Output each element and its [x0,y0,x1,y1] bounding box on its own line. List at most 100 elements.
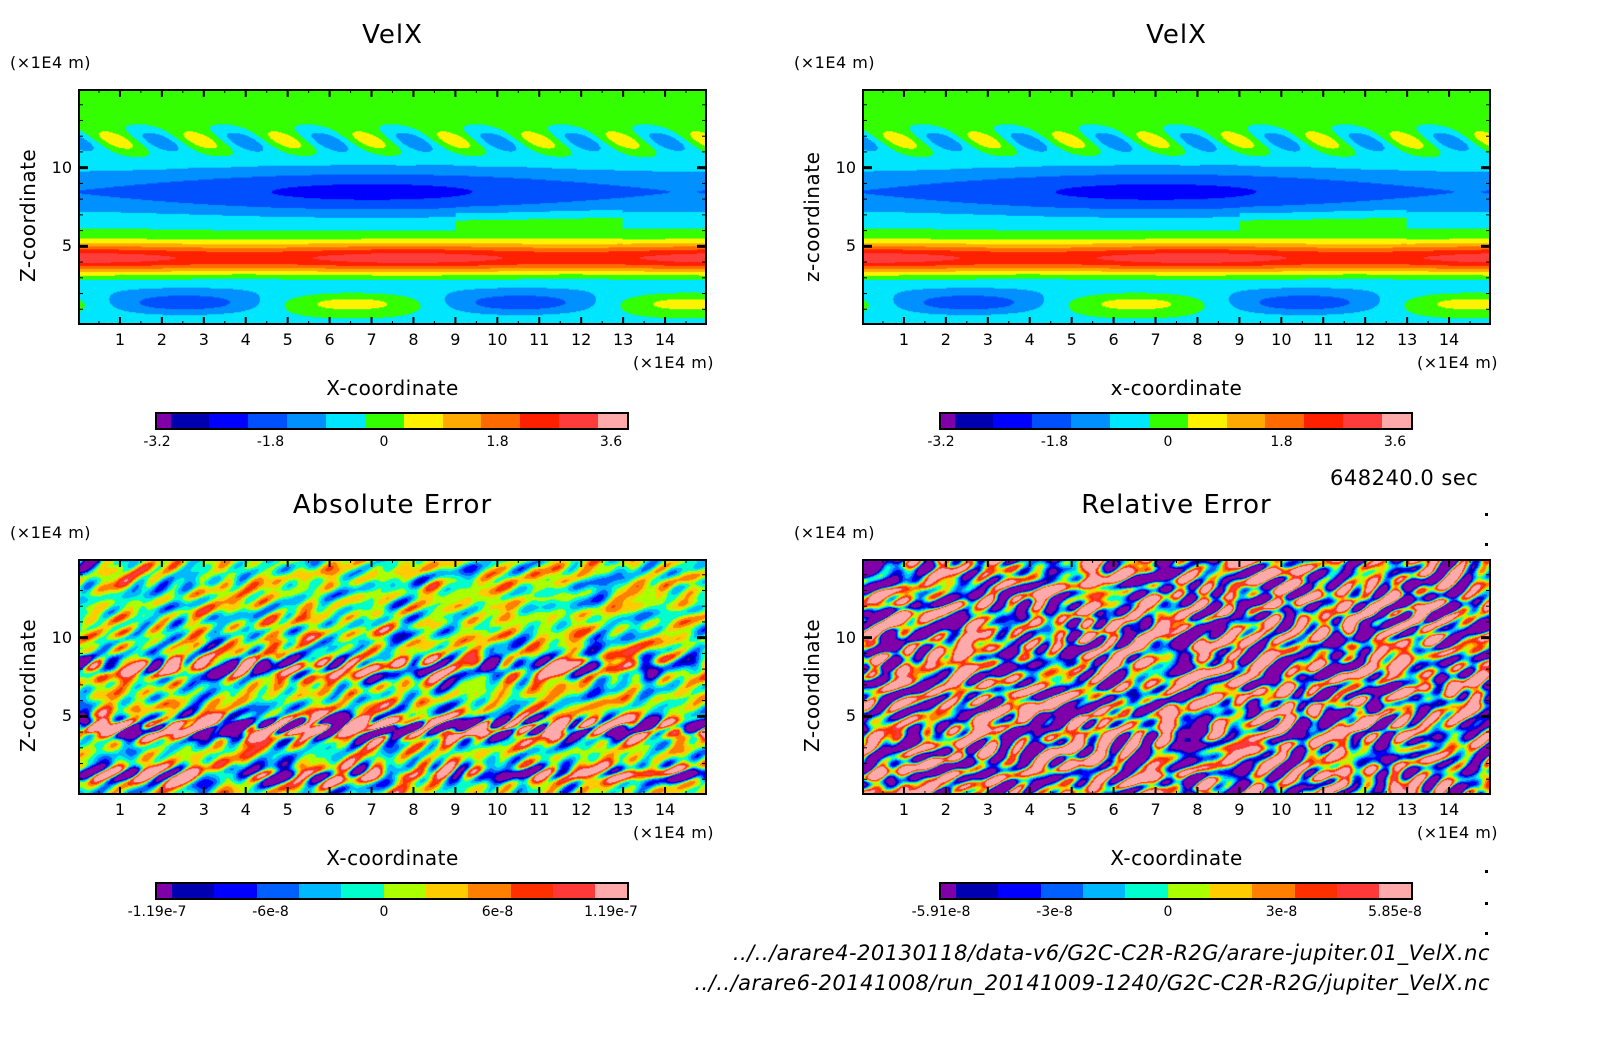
colorbar-swatch [248,414,288,428]
x-tick-label: 4 [240,800,251,819]
colorbar-tick-label: 0 [1163,434,1173,450]
x-tick-label: 7 [366,330,377,349]
colorbar [155,882,629,900]
x-axis-unit: (×1E4 m) [633,353,715,372]
x-tick-label: 3 [198,800,209,819]
x-tick-label: 7 [1150,800,1161,819]
x-tick-label: 12 [1355,800,1376,819]
colorbar-tick-label: 5.85e-8 [1368,904,1422,920]
heatmap-field [864,91,1489,323]
y-axis-unit: (×1E4 m) [794,53,876,72]
colorbar-swatch [1082,884,1126,898]
x-axis-label: X-coordinate [326,846,459,870]
colorbar-tick-label: -6e-8 [252,904,289,920]
panel-absolute-error: Absolute Error (×1E4 m) Z-coordinate 1 2 3 4 5 6… [0,470,784,940]
colorbar-tick-label: 3.6 [1383,434,1407,450]
colorbar-tick-label: -3e-8 [1036,904,1073,920]
colorbar-swatch [595,884,627,898]
chart-title: Relative Error [1081,490,1272,520]
colorbar-swatch [1187,414,1227,428]
x-tick-label: 14 [654,330,676,349]
colorbar-swatch [1336,884,1380,898]
time-label: 648240.0 sec [1330,466,1479,490]
colorbar-tick-label: -1.8 [1040,434,1069,450]
x-tick-label: 12 [1355,330,1376,349]
colorbar-tick-label: 6e-8 [481,904,514,920]
colorbar-swatch [209,414,249,428]
x-tick-label: 10 [487,330,508,349]
colorbar-swatch [1148,414,1188,428]
x-tick-label: 3 [982,800,993,819]
x-tick-label: 11 [1313,800,1334,819]
colorbar-tick-label: -1.8 [256,434,285,450]
x-axis-label: X-coordinate [326,376,459,400]
panel-velx-2: VelX (×1E4 m) z-coordinate 1 2 3 4 5 6 7 8 9 10 11 12 1… [784,0,1568,470]
panel-relative-error: Relative Error (×1E4 m) Z-coordinate 1 2 3 4 5 6… [784,470,1568,940]
colorbar [939,882,1413,900]
colorbar-swatch [559,414,598,428]
file-path-1: ../../arare4-20130118/data-v6/G2C-C2R-R2… [732,941,1490,965]
x-tick-label: 6 [324,800,335,819]
x-tick-label: 9 [1234,330,1245,349]
x-tick-label: 8 [408,800,419,819]
colorbar-tick-label: -5.91e-8 [911,904,971,920]
colorbar-tick-label: 0 [379,434,389,450]
x-tick-label: 8 [408,330,419,349]
y-tick-label: 10 [835,157,856,177]
colorbar-swatch [1294,884,1337,898]
x-axis-unit: (×1E4 m) [1417,823,1499,842]
colorbar-swatch [157,884,172,898]
colorbar-swatch [941,884,956,898]
x-tick-label: 10 [1271,800,1292,819]
x-tick-label: 3 [198,330,209,349]
x-tick-label: 5 [1066,800,1077,819]
y-axis-label: Z-coordinate [16,618,40,752]
colorbar-tick-label: 3.6 [599,434,623,450]
colorbar-swatch [552,884,596,898]
x-tick-label: 2 [940,330,951,349]
colorbar-swatch [214,884,257,898]
colorbar-swatch [510,884,553,898]
y-axis-label: Z-coordinate [800,618,824,752]
x-tick-label: 1 [898,800,910,819]
x-axis-label: X-coordinate [1110,846,1243,870]
y-tick-label: 10 [51,157,72,177]
y-tick-label: 5 [845,236,856,256]
colorbar-swatch [468,884,511,898]
y-tick-label: 10 [51,627,72,647]
x-axis-unit: (×1E4 m) [633,823,715,842]
colorbar-tick-label: 0 [379,904,389,920]
x-tick-label: 2 [156,330,167,349]
x-tick-label: 10 [1271,330,1292,349]
colorbar-swatch [954,414,994,428]
colorbar-swatch [325,414,365,428]
x-tick-label: 4 [240,330,251,349]
y-axis-unit: (×1E4 m) [10,53,92,72]
x-tick-label: 10 [487,800,508,819]
x-tick-label: 5 [282,800,293,819]
y-axis-unit: (×1E4 m) [794,523,876,542]
x-tick-label: 1 [114,330,126,349]
x-tick-label: 14 [654,800,676,819]
colorbar-tick-label: 3e-8 [1265,904,1298,920]
colorbar-tick-label: 0 [1163,904,1173,920]
marker-dot [1485,513,1488,516]
colorbar-swatch [1343,414,1382,428]
file-path-2: ../../arare6-20141008/run_20141009-1240/… [694,971,1490,995]
colorbar-swatch [383,884,426,898]
y-axis-unit: (×1E4 m) [10,523,92,542]
x-tick-label: 9 [450,800,461,819]
heatmap-plot [78,559,707,795]
colorbar-swatch [442,414,482,428]
colorbar-swatch [171,884,215,898]
x-tick-label: 12 [571,800,592,819]
colorbar-swatch [1226,414,1266,428]
colorbar-swatch [1032,414,1072,428]
x-tick-label: 2 [940,800,951,819]
colorbar-swatch [597,414,627,428]
colorbar-swatch [993,414,1033,428]
colorbar-swatch [298,884,342,898]
x-tick-label: 13 [612,330,634,349]
x-tick-label: 6 [324,330,335,349]
colorbar-swatch [403,414,443,428]
